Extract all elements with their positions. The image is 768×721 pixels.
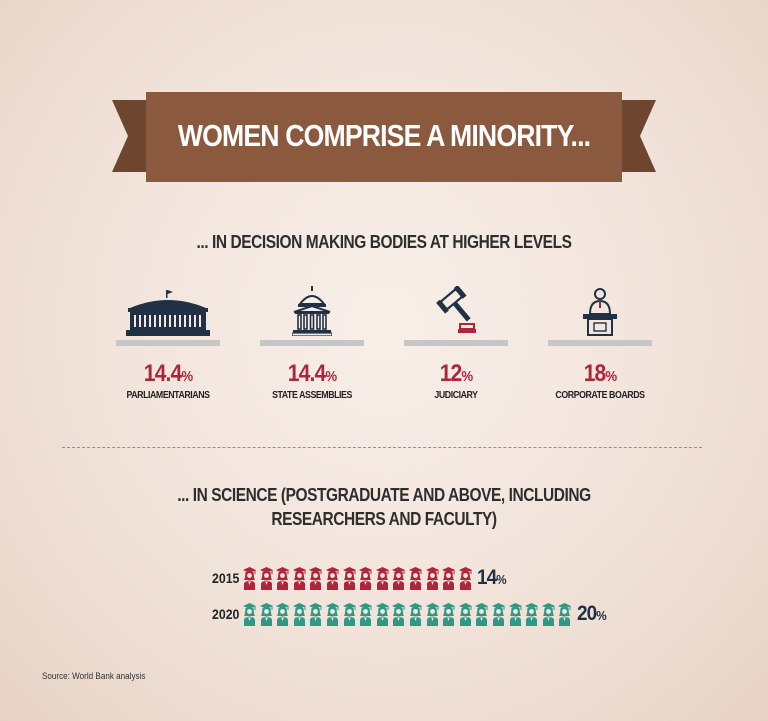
figure-group: [242, 566, 474, 590]
female-graduate-icon: [408, 603, 422, 626]
female-graduate-icon: [475, 603, 489, 626]
stat-parliamentarians: 14.4% PARLIAMENTARIANS: [116, 284, 220, 401]
ribbon-shape: [112, 92, 656, 182]
female-graduate-icon: [442, 603, 456, 626]
female-graduate-icon: [243, 603, 256, 626]
female-graduate-icon: [425, 567, 439, 590]
female-graduate-icon: [325, 567, 339, 590]
female-graduate-icon: [408, 567, 422, 590]
female-graduate-icon: [508, 603, 522, 626]
female-graduate-icon: [342, 567, 356, 590]
female-graduate-icon: [309, 567, 323, 590]
stat-divider-bar: [548, 340, 652, 346]
row-percent: 14%: [477, 566, 507, 589]
gavel-icon: [404, 284, 508, 336]
female-graduate-icon: [392, 567, 406, 590]
stat-corporate-boards: 18% CORPORATE BOARDS: [548, 284, 652, 401]
female-graduate-icon: [442, 567, 456, 590]
female-graduate-icon: [342, 603, 356, 626]
female-graduate-icon: [425, 603, 439, 626]
stat-state-assemblies: 14.4% STATE ASSEMBLIES: [260, 284, 364, 401]
female-graduate-icon: [541, 603, 555, 626]
stat-label: JUDICIARY: [434, 390, 478, 401]
female-graduate-icon: [525, 603, 539, 626]
dashed-divider: [62, 447, 702, 448]
source-note: Source: World Bank analysis: [42, 671, 146, 681]
science-row-2020: 2020 20%: [212, 602, 609, 626]
stat-label: PARLIAMENTARIANS: [126, 390, 210, 401]
section-heading-science-line2: RESEARCHERS AND FACULTY): [271, 509, 497, 529]
female-graduate-icon: [292, 567, 306, 590]
page-title: WOMEN COMPRISE A MINORITY...: [177, 118, 591, 153]
section-heading-decision: ... IN DECISION MAKING BODIES AT HIGHER …: [196, 232, 572, 252]
stat-value: 14.4%: [287, 360, 337, 387]
stat-judiciary: 12% JUDICIARY: [404, 284, 508, 401]
stat-label: CORPORATE BOARDS: [555, 390, 645, 401]
section-heading-science-line1: ... IN SCIENCE (POSTGRADUATE AND ABOVE, …: [177, 485, 591, 505]
figure-group: [242, 602, 574, 626]
female-graduate-icon: [558, 603, 572, 626]
row-year: 2015: [212, 570, 240, 586]
parliament-icon: [116, 284, 220, 336]
stat-value: 12%: [439, 360, 474, 387]
female-graduate-icon: [276, 567, 290, 590]
female-graduate-icon: [458, 603, 472, 626]
stat-value: 14.4%: [143, 360, 193, 387]
female-graduate-icon: [491, 603, 505, 626]
female-graduate-icon: [259, 603, 273, 626]
female-graduate-icon: [243, 567, 256, 590]
stat-label: STATE ASSEMBLIES: [272, 390, 352, 401]
title-banner: WOMEN COMPRISE A MINORITY...: [112, 92, 656, 182]
row-percent: 20%: [576, 602, 607, 625]
capitol-building-icon: [260, 284, 364, 336]
female-graduate-icon: [359, 603, 373, 626]
science-row-2015: 2015 14%: [212, 566, 509, 590]
podium-speaker-icon: [548, 284, 652, 336]
female-graduate-icon: [309, 603, 323, 626]
stat-divider-bar: [404, 340, 508, 346]
female-graduate-icon: [375, 567, 389, 590]
female-graduate-icon: [276, 603, 290, 626]
row-year: 2020: [212, 606, 240, 622]
stat-divider-bar: [116, 340, 220, 346]
female-graduate-icon: [292, 603, 306, 626]
female-graduate-icon: [359, 567, 373, 590]
female-graduate-icon: [325, 603, 339, 626]
female-graduate-icon: [458, 567, 472, 590]
stat-divider-bar: [260, 340, 364, 346]
female-graduate-icon: [375, 603, 389, 626]
female-graduate-icon: [259, 567, 273, 590]
female-graduate-icon: [392, 603, 406, 626]
stat-value: 18%: [583, 360, 618, 387]
